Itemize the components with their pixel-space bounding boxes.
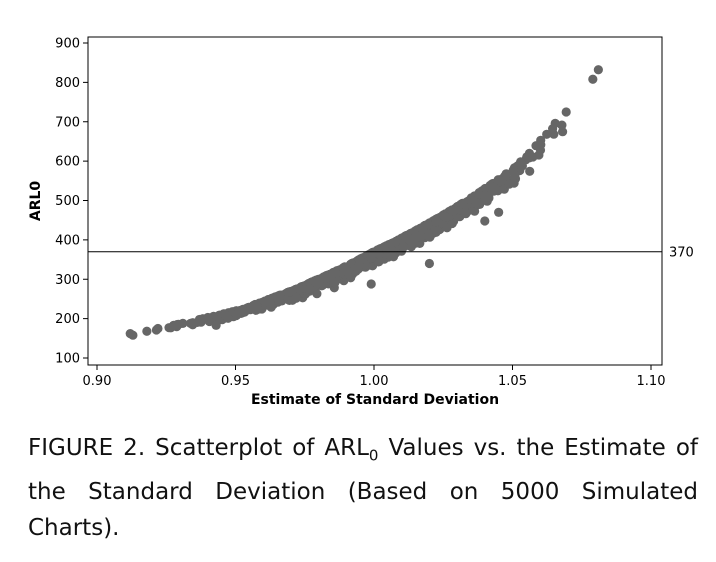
caption-subscript: 0 <box>368 446 379 465</box>
scatter-point <box>561 107 571 117</box>
scatter-point <box>294 284 305 294</box>
x-tick-label: 0.95 <box>221 374 250 389</box>
scatter-point <box>458 199 468 209</box>
scatter-point <box>485 180 495 190</box>
scatter-point <box>328 269 338 279</box>
plot-frame <box>87 36 663 366</box>
scatter-point <box>343 266 353 276</box>
scatter-point <box>449 206 459 216</box>
scatter-point <box>203 312 213 323</box>
scatter-point-outlier <box>211 320 221 330</box>
scatter-point <box>535 145 546 155</box>
scatter-point <box>238 306 248 316</box>
scatter-point <box>496 177 506 187</box>
scatter-point <box>194 314 205 325</box>
y-tick-label: 700 <box>55 115 80 130</box>
scatter-point <box>550 118 560 128</box>
scatter-point <box>260 296 270 306</box>
caption-suffix: Values vs. the Estimate of the Standard … <box>28 435 698 541</box>
scatter-point <box>460 208 470 218</box>
scatter-point <box>474 189 484 199</box>
scatter-point <box>355 255 365 265</box>
scatter-point-outlier <box>588 74 598 84</box>
y-tick-label: 400 <box>55 233 80 248</box>
figure-caption: FIGURE 2. Scatterplot of ARL0 Values vs.… <box>28 430 698 546</box>
scatter-point <box>480 195 490 205</box>
x-tick-label: 1.10 <box>637 374 666 389</box>
y-axis-title: ARL0 <box>28 181 44 222</box>
scatter-point-outlier <box>494 207 504 217</box>
scatter-point <box>374 249 384 259</box>
scatter-point-outlier <box>366 279 376 289</box>
scatter-point <box>178 318 188 328</box>
y-tick-label: 900 <box>55 37 80 52</box>
scatter-point <box>285 287 295 297</box>
scatter-point <box>398 242 408 252</box>
scatter-point <box>125 328 135 339</box>
scatter-point <box>304 284 315 294</box>
scatter-point <box>542 129 552 139</box>
scatter-point <box>366 253 376 263</box>
scatter-point <box>440 212 450 222</box>
y-tick-label: 300 <box>55 273 80 288</box>
x-axis-title: Estimate of Standard Deviation <box>251 392 499 408</box>
scatter-point <box>528 152 538 162</box>
scatter-point <box>142 326 152 336</box>
scatter-point-outlier <box>593 65 603 75</box>
y-tick-label: 100 <box>55 352 80 367</box>
scatter-points <box>125 65 603 340</box>
scatter-point <box>219 309 229 319</box>
scatter-point <box>418 224 428 234</box>
y-tick-label: 600 <box>55 155 80 170</box>
y-tick-label: 200 <box>55 312 80 327</box>
scatter-point <box>164 323 174 333</box>
scatter-point <box>510 170 520 180</box>
scatter-point <box>525 166 535 176</box>
scatter-point <box>273 295 284 305</box>
scatter-point <box>153 323 163 334</box>
scatter-point-outlier <box>424 258 434 269</box>
y-tick-label: 800 <box>55 76 80 91</box>
caption-prefix: FIGURE 2. Scatterplot of ARL <box>28 435 369 461</box>
scatter-point <box>536 135 546 145</box>
x-tick-label: 0.90 <box>83 374 112 389</box>
scatter-point-outlier <box>480 216 490 226</box>
y-axis: 100 200 300 400 500 600 700 800 900 <box>55 37 88 367</box>
x-tick-label: 1.00 <box>360 374 389 389</box>
scatter-point <box>431 216 441 227</box>
scatter-point <box>321 273 331 283</box>
scatter-point <box>504 179 514 189</box>
scatter-point <box>252 301 262 311</box>
x-tick-label: 1.05 <box>498 374 527 389</box>
reference-line-label: 370 <box>669 246 694 261</box>
scatter-point <box>291 293 301 303</box>
scatter-point <box>404 234 414 244</box>
scatter-point <box>471 198 481 208</box>
scatter-chart: 100 200 300 400 500 600 700 800 900 0.90 0.95 1.00… <box>28 36 694 408</box>
scatter-point <box>515 158 526 168</box>
x-axis: 0.90 0.95 1.00 1.05 1.10 <box>83 365 666 389</box>
scatter-point <box>390 237 400 247</box>
scatter-point <box>493 186 503 196</box>
y-tick-label: 500 <box>55 194 80 209</box>
